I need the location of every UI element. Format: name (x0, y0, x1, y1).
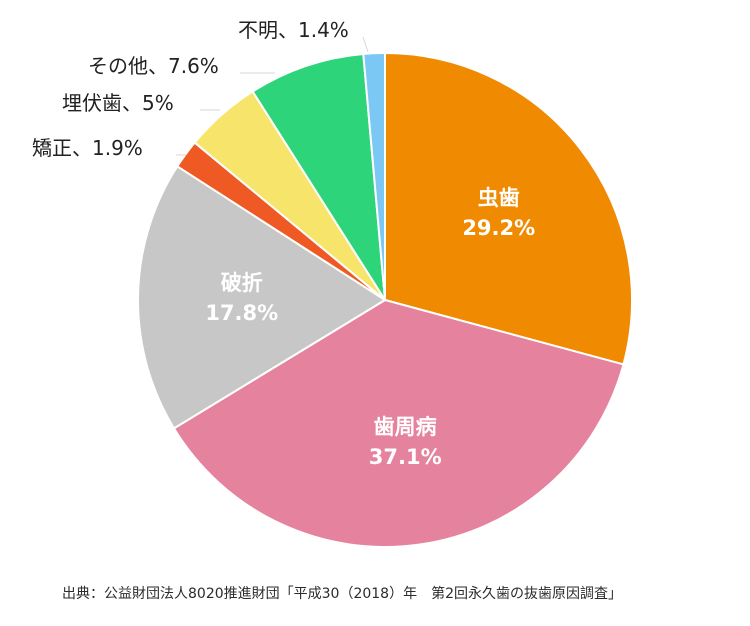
pie-slice-label-埋伏歯: 埋伏歯、5% (62, 91, 174, 115)
pie-slice-value-虫歯: 29.2% (462, 216, 535, 240)
pie-labels-group: 虫歯 29.2% 歯周病 37.1% 破折 17.8% 矯正、1.9% 埋伏歯、5% その他、7… (32, 18, 535, 469)
pie-slice-label-虫歯: 虫歯 (478, 186, 520, 210)
chart-source-note: 出典：公益財団法人8020推進財団「平成30（2018）年 第2回永久歯の抜歯原… (62, 586, 622, 602)
pie-slice-label-その他: その他、7.6% (88, 54, 219, 78)
pie-slice-破折 (137, 164, 387, 430)
pie-slice-虫歯 (384, 51, 633, 366)
pie-slice-label-歯周病: 歯周病 (374, 415, 437, 439)
pie-slice-value-歯周病: 37.1% (369, 445, 442, 469)
pie-slice-value-破折: 17.8% (205, 301, 278, 325)
pie-slice-歯周病 (172, 298, 625, 548)
pie-slice-label-破折: 破折 (221, 271, 263, 295)
pie-slice-label-不明: 不明、1.4% (238, 18, 349, 42)
pie-leader-line-不明 (362, 36, 369, 53)
pie-slice-label-矯正: 矯正、1.9% (32, 136, 143, 160)
pie-slice-不明 (362, 51, 386, 301)
pie-slice-その他 (251, 52, 386, 301)
pie-slices-group (137, 51, 633, 548)
